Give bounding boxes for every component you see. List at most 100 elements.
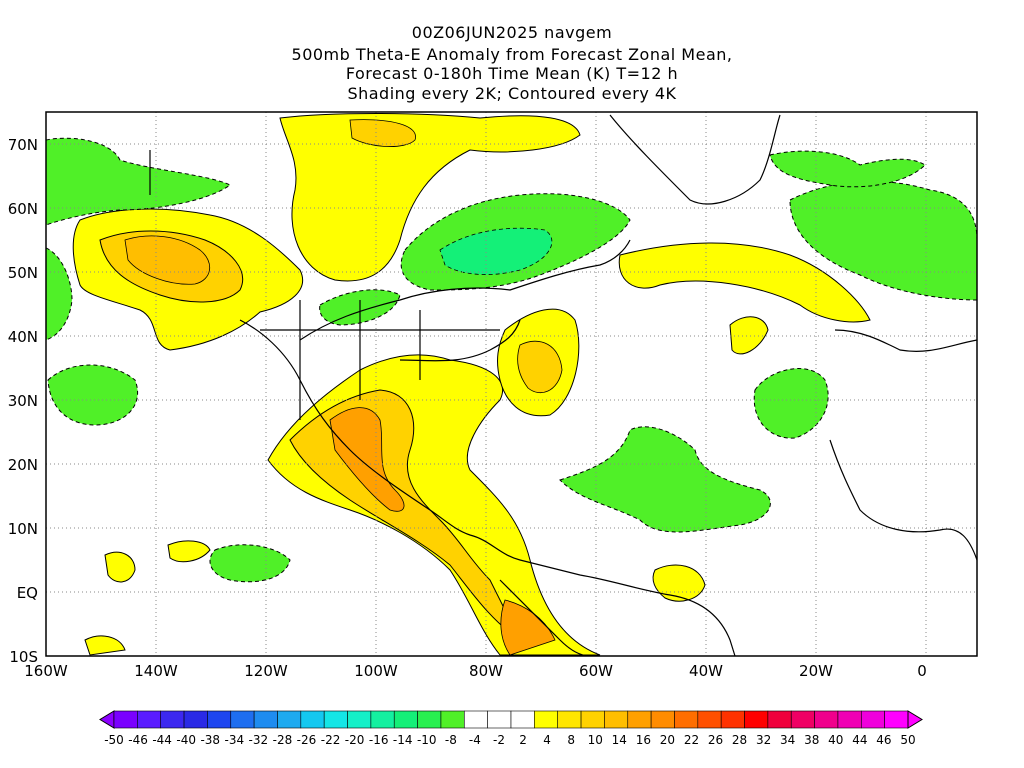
lat-tick-label: 40N [8, 328, 38, 346]
lat-tick-label: EQ [17, 584, 38, 602]
shade-central-warm-3 [329, 407, 405, 512]
shade-trop-warm-b [104, 551, 136, 583]
shade-sa-warm-3 [500, 599, 556, 656]
colorbar-swatch [183, 710, 208, 729]
colorbar-swatch [417, 710, 442, 729]
colorbar: -50 -46 -44 -40 -38 -34 -32 -28 -26 -22 -20 -16 -14-… [99, 710, 923, 747]
colorbar-swatch [580, 710, 605, 729]
lon-tick-label: 40W [689, 662, 723, 680]
colorbar-swatch [463, 710, 488, 729]
colorbar-swatch [790, 710, 815, 729]
title-line-2: 500mb Theta-E Anomaly from Forecast Zona… [291, 45, 733, 64]
colorbar-label: -38 [200, 733, 220, 747]
colorbar-swatch [300, 710, 325, 729]
longitude-ticks: 160W 140W 120W 100W 80W 60W 40W 20W 0 [24, 662, 927, 680]
colorbar-label: 4 [543, 733, 551, 747]
colorbar-label: 34 [780, 733, 795, 747]
shade-greenland-cold [769, 150, 926, 188]
colorbar-label: -22 [321, 733, 341, 747]
title-line-3: Forecast 0-180h Time Mean (K) T=12 h [345, 64, 679, 83]
colorbar-swatch [160, 710, 185, 729]
shade-arctic-warm [279, 113, 581, 282]
shade-atlantic-warm [618, 242, 871, 323]
colorbar-label: 10 [588, 733, 603, 747]
colorbar-label: 14 [612, 733, 627, 747]
colorbar-label: -20 [345, 733, 365, 747]
anomaly-shading [46, 113, 977, 656]
colorbar-swatch [440, 710, 465, 729]
colorbar-label: -8 [445, 733, 457, 747]
lon-tick-label: 140W [134, 662, 178, 680]
colorbar-label: -44 [152, 733, 172, 747]
colorbar-swatch [860, 710, 885, 729]
colorbar-left-arrow [99, 710, 115, 729]
colorbar-label: -26 [297, 733, 317, 747]
colorbar-label: -50 [104, 733, 124, 747]
colorbar-label: 32 [756, 733, 771, 747]
colorbar-label: 28 [732, 733, 747, 747]
colorbar-swatch [347, 710, 372, 729]
colorbar-label: -14 [393, 733, 413, 747]
colorbar-label: 44 [852, 733, 867, 747]
colorbar-swatch [393, 710, 418, 729]
colorbar-swatch [837, 710, 862, 729]
colorbar-label: -40 [176, 733, 196, 747]
lon-tick-label: 100W [354, 662, 398, 680]
colorbar-swatch [253, 710, 278, 729]
lat-tick-label: 70N [8, 136, 38, 154]
colorbar-label: 26 [708, 733, 723, 747]
colorbar-swatch [650, 710, 675, 729]
colorbar-label: 38 [804, 733, 819, 747]
shade-alaska-cold [46, 137, 231, 226]
colorbar-swatch [697, 710, 722, 729]
map-border [45, 111, 978, 657]
lat-tick-label: 60N [8, 200, 38, 218]
lon-tick-label: 80W [469, 662, 503, 680]
colorbar-label: 20 [660, 733, 675, 747]
colorbar-label: -16 [369, 733, 389, 747]
colorbar-label: -46 [128, 733, 148, 747]
colorbar-swatch [370, 710, 395, 729]
colorbar-label: 16 [636, 733, 651, 747]
lon-tick-label: 120W [244, 662, 288, 680]
colorbar-swatch [510, 710, 535, 729]
colorbar-swatch [113, 710, 138, 729]
colorbar-swatch [604, 710, 629, 729]
title-line-4: Shading every 2K; Contoured every 4K [347, 84, 677, 103]
lat-tick-label: 30N [8, 392, 38, 410]
lon-tick-label: 60W [579, 662, 613, 680]
colorbar-swatch [767, 710, 792, 729]
colorbar-swatch [207, 710, 232, 729]
colorbar-label: -28 [273, 733, 293, 747]
colorbar-swatch [323, 710, 348, 729]
colorbar-label: -10 [417, 733, 437, 747]
lon-tick-label: 160W [24, 662, 68, 680]
colorbar-swatch [277, 710, 302, 729]
shade-arctic-warm-2 [349, 119, 416, 147]
colorbar-label: 22 [684, 733, 699, 747]
title-line-1: 00Z06JUN2025 navgem [411, 23, 613, 42]
lon-tick-label: 20W [799, 662, 833, 680]
colorbar-label: -34 [224, 733, 244, 747]
colorbar-label: -4 [469, 733, 481, 747]
shade-pacific-cold [47, 364, 139, 426]
lat-tick-label: 20N [8, 456, 38, 474]
shade-azores-cold [753, 368, 829, 439]
colorbar-label: 2 [519, 733, 527, 747]
colorbar-right-arrow [907, 710, 923, 729]
coastlines [149, 114, 977, 656]
lat-tick-label: 10N [8, 520, 38, 538]
shade-hudson-cold-2 [439, 227, 553, 275]
colorbar-swatch [744, 710, 769, 729]
shade-tropatl-cold [559, 426, 771, 533]
colorbar-swatch [534, 710, 559, 729]
colorbar-label: 50 [900, 733, 915, 747]
colorbar-swatch [814, 710, 839, 729]
colorbar-swatch [720, 710, 745, 729]
colorbar-swatch [627, 710, 652, 729]
colorbar-swatch [487, 710, 512, 729]
shade-trop-warm-c [84, 635, 126, 656]
colorbar-swatch [674, 710, 699, 729]
latitude-ticks: 70N 60N 50N 40N 30N 20N 10N EQ 10S [8, 136, 38, 666]
